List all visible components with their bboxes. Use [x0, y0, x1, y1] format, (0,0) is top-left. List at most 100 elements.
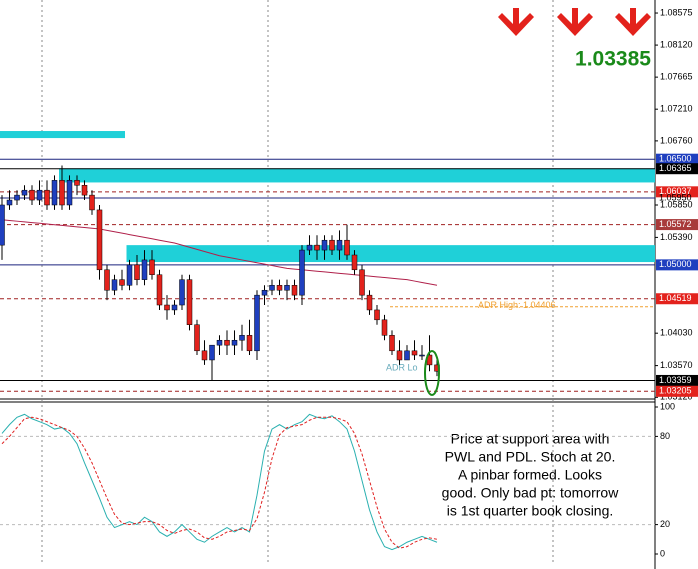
candle-body — [74, 180, 80, 186]
annotation-line: PWL and PDL. Stoch at 20. — [445, 449, 616, 465]
candle-body — [246, 335, 253, 352]
zone — [126, 245, 655, 263]
candle-body — [44, 189, 50, 206]
candle-body — [216, 339, 223, 346]
y-tick-label: 20 — [660, 519, 670, 529]
candle-body — [141, 259, 148, 280]
candle-body — [411, 350, 418, 356]
candle-body — [276, 285, 283, 291]
candle-body — [194, 324, 200, 352]
level-label: 1.06037 — [659, 186, 692, 196]
level-label: 1.04519 — [659, 293, 692, 303]
candle-body — [336, 239, 343, 251]
candle-body — [111, 279, 118, 291]
level-label-box — [656, 293, 698, 305]
candle-body — [29, 189, 35, 201]
level-label: 1.03205 — [659, 386, 692, 396]
candle-body — [224, 339, 230, 346]
candle-body — [299, 249, 305, 296]
zone — [59, 168, 655, 183]
candle-body — [404, 350, 410, 361]
y-tick-label: 1.05850 — [660, 199, 693, 209]
candle-body — [0, 204, 5, 246]
level-label: 1.06365 — [659, 163, 692, 173]
candle-body — [171, 304, 178, 311]
candle-body — [6, 199, 13, 206]
candle-body — [321, 239, 328, 251]
candle-body — [51, 180, 58, 206]
y-tick-label: 1.06760 — [660, 135, 693, 145]
y-tick-label: 1.05390 — [660, 232, 693, 242]
candle-body — [359, 269, 365, 296]
level-label-box — [656, 385, 698, 397]
candle-body — [186, 279, 193, 325]
level-label: 1.05950 — [659, 192, 692, 202]
candle-body — [36, 189, 43, 201]
adr-high-label: ADR High: 1.04406 — [478, 300, 556, 310]
y-tick-label: 1.03570 — [660, 360, 693, 370]
adr-low-label: ADR Lo — [386, 362, 418, 372]
zone — [0, 131, 125, 139]
candle-body — [119, 279, 125, 286]
level-label: 1.05572 — [659, 219, 692, 229]
candle-body — [284, 285, 290, 291]
candle-body — [419, 354, 425, 357]
level-label: 1.05000 — [659, 259, 692, 269]
level-label-box — [656, 163, 698, 175]
annotation-line: good. Only bad pt: tomorrow — [442, 485, 620, 501]
candle-body — [59, 180, 65, 206]
candle-body — [104, 269, 110, 291]
candle-body — [239, 335, 245, 341]
y-tick-label: 80 — [660, 431, 670, 441]
level-label-box — [656, 219, 698, 231]
y-tick-label: 0 — [660, 548, 665, 558]
annotation-line: A pinbar formed. Looks — [458, 467, 602, 483]
y-tick-label: 1.07210 — [660, 104, 693, 114]
candle-body — [66, 180, 73, 206]
down-arrow — [498, 8, 534, 36]
annotation-line: is 1st quarter book closing. — [447, 503, 614, 519]
candle-body — [134, 264, 140, 280]
y-tick-label: 1.07665 — [660, 72, 693, 82]
candle-body — [254, 294, 260, 352]
candle-body — [374, 309, 380, 321]
candle-body — [21, 189, 28, 196]
level-label: 1.03359 — [659, 375, 692, 385]
down-arrow — [615, 8, 651, 36]
level-label-box — [656, 374, 698, 386]
candle-body — [291, 285, 298, 296]
candle-body — [149, 259, 155, 275]
candle-body — [209, 344, 215, 361]
candle-body — [231, 339, 238, 346]
down-arrow — [557, 8, 593, 36]
candle-body — [96, 209, 103, 271]
candle-body — [126, 264, 133, 286]
y-tick-label: 1.04030 — [660, 328, 693, 338]
candle-body — [81, 185, 88, 196]
annotation-line: Price at support area with — [451, 431, 610, 447]
candle-body — [14, 194, 20, 201]
candle-body — [269, 285, 275, 291]
candle-body — [366, 294, 373, 311]
candle-body — [396, 350, 403, 361]
candle-body — [179, 279, 185, 306]
candle-body — [89, 194, 95, 211]
annotation: Price at support area with PWL and PDL. S… — [442, 431, 620, 519]
y-tick-label: 1.08120 — [660, 39, 693, 49]
candle-body — [389, 335, 395, 352]
candle-body — [381, 319, 388, 336]
level-label: 1.06500 — [659, 154, 692, 164]
candle-body — [306, 244, 313, 251]
level-label-box — [656, 186, 698, 198]
candle-body — [314, 244, 320, 251]
candle-body — [201, 350, 208, 361]
y-tick-label: 1.08575 — [660, 7, 693, 17]
level-label-box — [656, 259, 698, 271]
candle-body — [164, 304, 170, 311]
candle-body — [344, 239, 350, 256]
signal-arrows — [498, 8, 651, 36]
candle-body — [329, 239, 335, 251]
y-tick-label: 100 — [660, 401, 675, 411]
candle-body — [261, 289, 268, 296]
